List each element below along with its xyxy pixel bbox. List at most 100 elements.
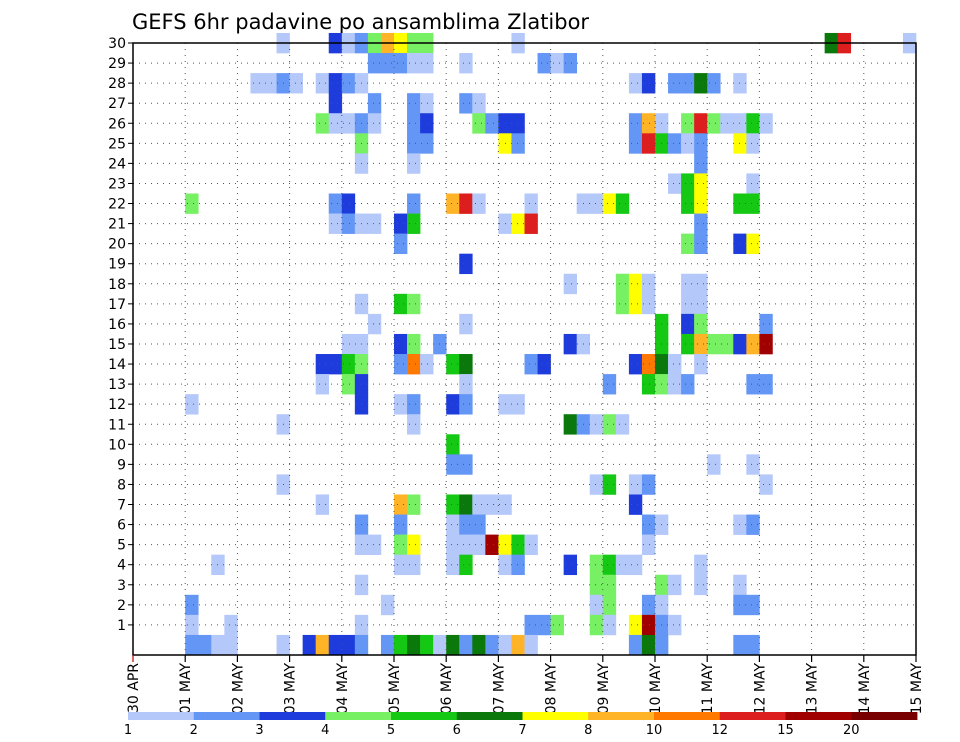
heatmap-cell bbox=[289, 73, 303, 94]
heatmap-cell bbox=[407, 354, 421, 375]
heatmap-cell bbox=[511, 534, 525, 555]
heatmap-cell bbox=[668, 173, 682, 194]
heatmap-cell bbox=[694, 73, 708, 94]
x-tick-label: 13 MAY bbox=[805, 663, 821, 715]
x-tick-label: 07 MAY bbox=[491, 663, 507, 715]
heatmap-cell bbox=[550, 614, 564, 636]
heatmap-cell bbox=[459, 534, 473, 555]
legend-swatch bbox=[719, 712, 786, 720]
heatmap-cell bbox=[511, 113, 525, 134]
heatmap-cell bbox=[524, 534, 538, 555]
heatmap-cell bbox=[641, 474, 656, 495]
heatmap-cell bbox=[185, 394, 199, 415]
legend-swatch bbox=[654, 712, 721, 720]
dotted-grid bbox=[133, 43, 916, 655]
heatmap-cell bbox=[589, 614, 604, 636]
heatmap-cell bbox=[446, 634, 460, 656]
heatmap-cell bbox=[746, 133, 760, 154]
heatmap-cell bbox=[328, 634, 343, 656]
heatmap-cell bbox=[668, 614, 682, 636]
heatmap-cell bbox=[472, 494, 486, 515]
heatmap-cell bbox=[694, 354, 708, 375]
heatmap-cell bbox=[276, 634, 290, 656]
heatmap-cell bbox=[681, 293, 695, 315]
heatmap-cell bbox=[407, 293, 421, 315]
heatmap-cell bbox=[394, 213, 408, 234]
heatmap-cell bbox=[250, 73, 264, 94]
heatmap-cell bbox=[746, 454, 760, 475]
heatmap-cell bbox=[328, 193, 343, 214]
heatmap-cell bbox=[563, 273, 577, 295]
heatmap-cell bbox=[681, 193, 695, 214]
heatmap-cell bbox=[759, 333, 773, 355]
y-tick-label: 4 bbox=[117, 558, 126, 574]
heatmap-cell bbox=[328, 354, 343, 375]
heatmap-cell bbox=[446, 394, 460, 415]
heatmap-cell bbox=[394, 53, 408, 74]
y-tick-label: 18 bbox=[108, 277, 126, 293]
heatmap-cell bbox=[707, 333, 721, 355]
heatmap-cell bbox=[459, 454, 473, 475]
legend-label: 4 bbox=[321, 723, 329, 738]
legend-label: 1 bbox=[124, 723, 132, 738]
heatmap-cell bbox=[589, 574, 604, 596]
legend-label: 15 bbox=[777, 723, 794, 738]
heatmap-cell bbox=[394, 354, 408, 375]
heatmap-cell bbox=[589, 594, 604, 616]
heatmap-cell bbox=[511, 634, 525, 656]
x-tick-label: 11 MAY bbox=[700, 663, 716, 715]
heatmap-cell bbox=[485, 494, 499, 515]
heatmap-cell bbox=[407, 133, 421, 154]
heatmap-cell bbox=[681, 374, 695, 395]
heatmap-cell bbox=[420, 634, 434, 656]
heatmap-cell bbox=[367, 93, 382, 114]
heatmap-cell bbox=[446, 514, 460, 535]
heatmap-cell bbox=[459, 93, 473, 114]
legend-label: 10 bbox=[646, 723, 663, 738]
heatmap-cell bbox=[472, 634, 486, 656]
heatmap-cell bbox=[628, 293, 643, 315]
heatmap-cell bbox=[185, 634, 199, 656]
heatmap-cell bbox=[407, 193, 421, 214]
heatmap-cell bbox=[485, 113, 499, 134]
heatmap-cell bbox=[459, 253, 473, 275]
heatmap-cell bbox=[367, 313, 382, 335]
heatmap-cell bbox=[459, 494, 473, 515]
y-tick-label: 10 bbox=[108, 437, 126, 453]
heatmap-cell bbox=[681, 313, 695, 335]
y-tick-label: 9 bbox=[117, 457, 126, 473]
heatmap-cell bbox=[511, 554, 525, 576]
heatmap-cell bbox=[315, 494, 330, 515]
heatmap-cell bbox=[746, 333, 760, 355]
heatmap-cell bbox=[589, 193, 604, 214]
heatmap-cell bbox=[668, 354, 682, 375]
y-tick-label: 8 bbox=[117, 477, 126, 493]
heatmap-cell bbox=[524, 354, 538, 375]
x-tick-label: 14 MAY bbox=[857, 663, 873, 715]
heatmap-cell bbox=[628, 554, 643, 576]
heatmap-cell bbox=[746, 594, 760, 616]
y-tick-label: 3 bbox=[117, 578, 126, 594]
y-tick-label: 5 bbox=[117, 538, 126, 554]
heatmap-cell bbox=[407, 494, 421, 515]
heatmap-cell bbox=[459, 514, 473, 535]
y-tick-label: 27 bbox=[108, 96, 126, 112]
legend-swatch bbox=[851, 712, 918, 720]
heatmap-cell bbox=[394, 534, 408, 555]
y-tick-label: 16 bbox=[108, 317, 126, 333]
heatmap-cell bbox=[511, 394, 525, 415]
heatmap-cell bbox=[746, 514, 760, 535]
heatmap-cell bbox=[628, 494, 643, 515]
heatmap-cell bbox=[641, 534, 656, 555]
heatmap-cell bbox=[628, 73, 643, 94]
y-tick-label: 21 bbox=[108, 217, 126, 233]
heatmap-cell bbox=[681, 273, 695, 295]
heatmap-cell bbox=[420, 113, 434, 134]
heatmap-cell bbox=[407, 93, 421, 114]
x-tick-label: 10 MAY bbox=[648, 663, 664, 715]
heatmap-cell bbox=[602, 594, 617, 616]
chart-title: GEFS 6hr padavine po ansamblima Zlatibor bbox=[132, 10, 589, 34]
heatmap-cell bbox=[668, 574, 682, 596]
heatmap-cell bbox=[224, 634, 238, 656]
